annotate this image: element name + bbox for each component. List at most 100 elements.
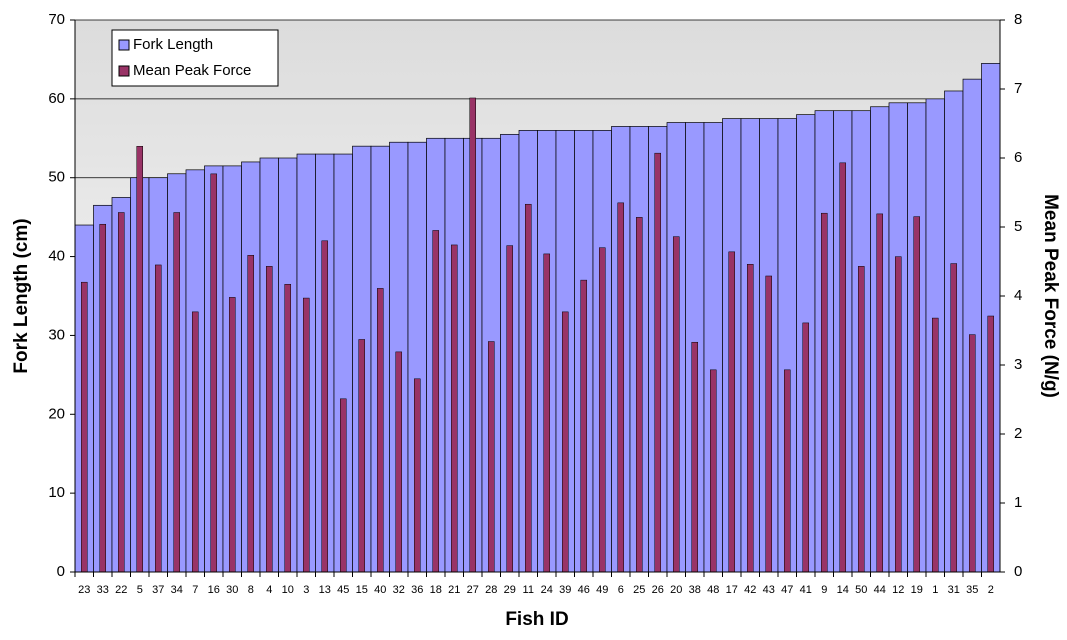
x-tick-label: 43 — [763, 584, 775, 596]
bar — [969, 334, 976, 573]
bar — [136, 146, 143, 573]
x-tick-label: 49 — [596, 584, 608, 596]
bar — [525, 203, 532, 573]
bar — [895, 256, 902, 573]
x-tick-label: 41 — [800, 584, 812, 596]
bar — [617, 202, 624, 573]
x-tick-label: 3 — [303, 584, 309, 596]
x-tick-label: 16 — [208, 584, 220, 596]
bar — [81, 281, 88, 573]
bar — [303, 297, 310, 573]
bar — [802, 322, 809, 573]
x-tick-label: 20 — [670, 584, 682, 596]
x-tick-label: 10 — [282, 584, 294, 596]
bar — [358, 339, 365, 573]
y2-tick-label: 5 — [1014, 218, 1022, 235]
x-tick-label: 18 — [430, 584, 442, 596]
bar — [321, 240, 328, 573]
x-tick-label: 7 — [192, 584, 198, 596]
bar — [340, 398, 347, 573]
bar — [876, 213, 883, 573]
bar — [192, 311, 199, 573]
bar — [451, 244, 458, 573]
bar — [377, 288, 384, 573]
y2-axis-title: Mean Peak Force (N/g) — [1040, 194, 1061, 398]
x-tick-label: 46 — [578, 584, 590, 596]
x-tick-label: 8 — [248, 584, 254, 596]
x-tick-label: 37 — [152, 584, 164, 596]
x-tick-label: 48 — [707, 584, 719, 596]
x-tick-label: 28 — [485, 584, 497, 596]
x-tick-label: 15 — [356, 584, 368, 596]
y-tick-label: 0 — [57, 563, 65, 580]
x-tick-label: 31 — [948, 584, 960, 596]
legend-label: Fork Length — [133, 36, 213, 53]
bar — [247, 255, 254, 573]
x-tick-label: 44 — [874, 584, 886, 596]
bar — [987, 315, 994, 573]
y2-tick-label: 6 — [1014, 149, 1022, 166]
x-tick-label: 32 — [393, 584, 405, 596]
x-tick-label: 11 — [523, 584, 534, 596]
y2-tick-label: 4 — [1014, 287, 1022, 304]
y-axis-title: Fork Length (cm) — [11, 218, 32, 373]
y-tick-label: 10 — [48, 484, 65, 501]
bar — [488, 341, 495, 573]
x-tick-label: 25 — [633, 584, 645, 596]
legend-box — [111, 29, 279, 87]
bar — [395, 351, 402, 573]
bar — [932, 317, 939, 573]
x-tick-label: 38 — [689, 584, 701, 596]
bar — [654, 152, 661, 573]
bar — [414, 378, 421, 573]
x-tick-label: 13 — [319, 584, 331, 596]
y2-tick-label: 3 — [1014, 356, 1022, 373]
x-axis-title: Fish ID — [505, 609, 568, 630]
bar — [543, 253, 550, 573]
bar — [284, 284, 291, 573]
x-tick-label: 33 — [97, 584, 109, 596]
x-tick-label: 36 — [411, 584, 423, 596]
x-tick-label: 34 — [171, 584, 183, 596]
y-tick-label: 60 — [48, 90, 65, 107]
bar — [118, 212, 125, 573]
x-tick-label: 39 — [559, 584, 571, 596]
y-tick-label: 40 — [48, 248, 65, 265]
bar — [728, 251, 735, 573]
x-tick-label: 6 — [618, 584, 624, 596]
x-tick-label: 9 — [821, 584, 827, 596]
y2-tick-label: 8 — [1014, 11, 1022, 28]
bar — [599, 247, 606, 573]
x-tick-label: 19 — [911, 584, 923, 596]
x-tick-label: 21 — [448, 584, 460, 596]
x-tick-label: 17 — [726, 584, 738, 596]
x-tick-label: 29 — [504, 584, 516, 596]
bar — [266, 266, 273, 573]
x-tick-label: 5 — [137, 584, 143, 596]
bar — [562, 311, 569, 573]
x-tick-label: 23 — [78, 584, 90, 596]
bar — [913, 216, 920, 573]
y-tick-label: 50 — [48, 169, 65, 186]
y2-tick-label: 2 — [1014, 425, 1022, 442]
x-tick-label: 27 — [467, 584, 479, 596]
y-tick-label: 30 — [48, 326, 65, 343]
x-tick-label: 14 — [837, 584, 849, 596]
x-tick-label: 42 — [744, 584, 756, 596]
bar — [765, 275, 772, 573]
x-tick-label: 26 — [652, 584, 664, 596]
x-tick-label: 24 — [541, 584, 553, 596]
bar — [636, 217, 643, 573]
x-tick-label: 47 — [781, 584, 793, 596]
y-tick-label: 20 — [48, 405, 65, 422]
bar — [432, 230, 439, 573]
x-tick-label: 4 — [266, 584, 272, 596]
legend-swatch — [118, 65, 130, 77]
bar — [469, 97, 476, 573]
y-tick-label: 70 — [48, 11, 65, 28]
x-tick-label: 35 — [966, 584, 978, 596]
bar — [506, 245, 513, 573]
y2-tick-label: 7 — [1014, 80, 1022, 97]
y2-tick-label: 0 — [1014, 563, 1022, 580]
